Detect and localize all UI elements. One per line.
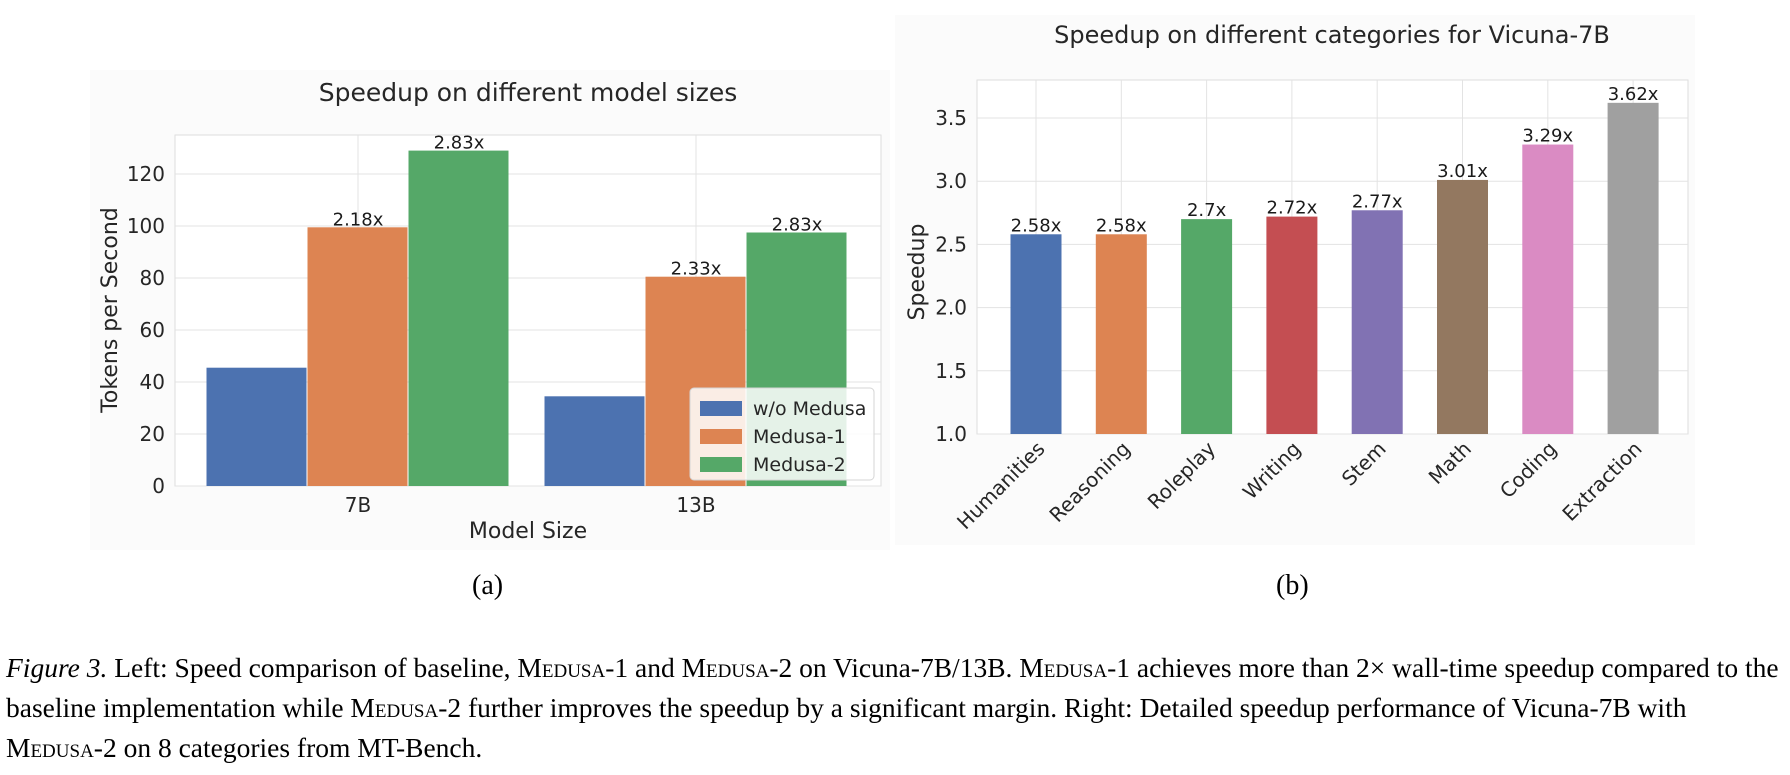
right-bar-roleplay — [1181, 219, 1233, 434]
subcaption-left: (a) — [472, 570, 504, 601]
caption-medusa-2a: Medusa — [681, 652, 770, 683]
left-bar-label: 2.83x — [434, 133, 485, 154]
right-bar-extraction — [1607, 102, 1659, 434]
right-y-tick-label: 2.0 — [935, 296, 967, 320]
legend-label: Medusa-2 — [753, 454, 846, 476]
legend-label: Medusa-1 — [753, 426, 846, 448]
left-bar-medusa-1 — [307, 227, 408, 487]
left-y-tick-label: 100 — [127, 214, 165, 238]
left-chart: 2.18x 2.83x 2.33x 2.83x 0 20 40 60 80 100 120 7B 1… — [90, 70, 890, 550]
left-bar-medusa-2 — [408, 150, 509, 486]
right-y-tick-label: 1.0 — [935, 422, 967, 446]
left-bar-label: 2.18x — [333, 209, 384, 230]
right-chart-title: Speedup on different categories for Vicu… — [1054, 21, 1610, 49]
right-y-tick-label: 3.0 — [935, 169, 967, 193]
left-y-tick-label: 60 — [140, 318, 165, 342]
caption-text-3: -2 on Vicuna-7B/13B. — [769, 652, 1020, 683]
right-y-tick-label: 2.5 — [935, 232, 967, 256]
caption-text-5: -2 further improves the speedup by a sig… — [438, 692, 1687, 723]
left-x-tick-label: 7B — [345, 493, 371, 517]
right-bar-writing — [1266, 216, 1318, 434]
left-bar-label: 2.33x — [671, 259, 722, 280]
legend-label: w/o Medusa — [753, 398, 866, 420]
right-bar-coding — [1522, 144, 1574, 434]
caption-text-4: -1 achieves more than 2× wall-time speed… — [6, 652, 1779, 723]
right-bar-humanities — [1010, 234, 1062, 434]
legend-swatch — [700, 429, 742, 444]
left-bar-label: 2.83x — [772, 215, 823, 236]
left-y-tick-label: 80 — [140, 266, 165, 290]
right-bar-reasoning — [1095, 234, 1147, 434]
legend: w/o Medusa Medusa-1 Medusa-2 — [689, 387, 875, 481]
left-y-tick-label: 40 — [140, 370, 165, 394]
left-chart-title: Speedup on different model sizes — [319, 78, 738, 107]
left-bar-w-o-medusa — [206, 367, 307, 486]
legend-swatch — [700, 401, 742, 416]
right-y-ticks: 1.0 1.5 2.0 2.5 3.0 3.5 — [935, 106, 967, 446]
right-bar-math — [1437, 179, 1488, 434]
figure-canvas: 2.18x 2.83x 2.33x 2.83x 0 20 40 60 80 100 120 7B 1… — [90, 15, 1695, 550]
caption-medusa-1b: Medusa — [1019, 652, 1108, 683]
caption-text-1: Left: Speed comparison of baseline, — [107, 652, 518, 683]
right-bar-label: 2.58x — [1011, 215, 1062, 236]
legend-swatch — [700, 457, 742, 472]
right-y-tick-label: 3.5 — [935, 106, 967, 130]
left-y-tick-label: 20 — [140, 422, 165, 446]
figure-caption: Figure 3. Left: Speed comparison of base… — [6, 648, 1786, 768]
caption-text-2: -1 and — [605, 652, 682, 683]
right-bar-stem — [1351, 210, 1403, 434]
left-y-tick-label: 0 — [152, 474, 165, 498]
right-bar-labels: 2.58x 2.58x 2.7x 2.72x 2.77x 3.01x 3.29x 3.62x — [1011, 84, 1659, 236]
left-x-axis-label: Model Size — [469, 519, 587, 544]
caption-medusa-2c: Medusa — [6, 732, 94, 763]
caption-medusa-2b: Medusa — [350, 692, 439, 723]
caption-medusa-1a: Medusa — [517, 652, 606, 683]
left-bar-labels: 2.18x 2.83x 2.33x 2.83x — [333, 133, 823, 280]
right-bar-label: 2.7x — [1187, 200, 1227, 221]
left-y-tick-label: 120 — [127, 162, 165, 186]
right-bar-label: 3.29x — [1522, 126, 1573, 147]
left-y-axis-label: Tokens per Second — [98, 207, 123, 414]
right-bars — [1010, 102, 1659, 434]
left-x-tick-label: 13B — [676, 493, 715, 517]
right-y-tick-label: 1.5 — [935, 359, 967, 383]
right-bar-label: 3.01x — [1437, 161, 1488, 182]
left-x-ticks: 7B 13B — [345, 493, 716, 517]
right-bar-label: 2.77x — [1352, 191, 1403, 212]
right-bar-label: 2.58x — [1096, 215, 1147, 236]
caption-text-6: -2 on 8 categories from MT-Bench. — [93, 732, 483, 763]
left-y-ticks: 0 20 40 60 80 100 120 — [127, 162, 165, 498]
right-bar-label: 2.72x — [1267, 198, 1318, 219]
left-bar-w-o-medusa — [544, 396, 645, 486]
subcaption-right: (b) — [1276, 570, 1309, 601]
right-bar-label: 3.62x — [1608, 84, 1659, 105]
right-y-axis-label: Speedup — [905, 224, 930, 321]
caption-label: Figure 3. — [6, 652, 108, 683]
right-plot-area — [976, 79, 1689, 435]
